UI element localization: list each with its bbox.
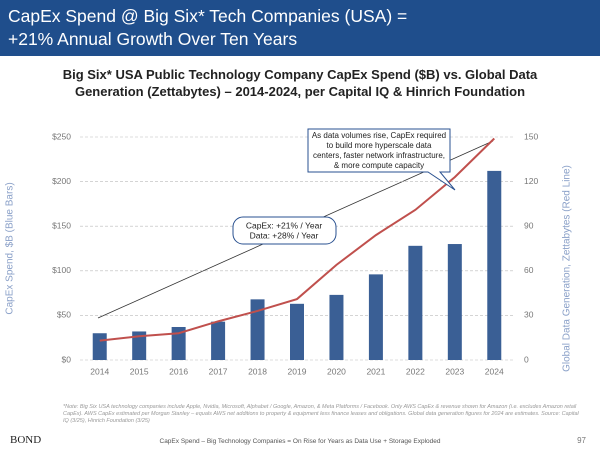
bar	[250, 299, 265, 360]
bar	[132, 331, 147, 360]
y2-tick-label: 150	[524, 131, 538, 141]
y2-axis-label: Global Data Generation, Zettabytes (Red …	[562, 165, 573, 372]
x-tick-label: 2015	[130, 366, 149, 376]
x-tick-label: 2022	[406, 366, 425, 376]
x-tick-label: 2017	[209, 366, 228, 376]
bar	[290, 303, 304, 360]
data-line	[99, 137, 495, 342]
slide-title: +21% Annual Growth Over Ten Years	[8, 29, 298, 49]
callout-text: & more compute capacity	[334, 161, 424, 170]
header: CapEx Spend @ Big Six* Tech Companies (U…	[0, 0, 600, 56]
y2-tick-label: 120	[524, 176, 538, 186]
callout-text: to build more hyperscale data	[327, 141, 433, 150]
y2-tick-label: 0	[524, 354, 529, 364]
footnote: *Note: Big Six USA technology companies …	[63, 404, 579, 424]
chart-title: Big Six* USA Public Technology Company C…	[0, 66, 600, 100]
y-tick-label: $50	[57, 310, 71, 320]
x-tick-label: 2020	[327, 366, 346, 376]
bar	[368, 274, 383, 360]
y2-tick-label: 60	[524, 265, 534, 275]
x-tick-label: 2018	[248, 366, 267, 376]
y-tick-label: $200	[52, 176, 71, 186]
x-tick-label: 2023	[445, 366, 464, 376]
callout-text: CapEx: +21% / Year	[246, 220, 322, 230]
y-tick-label: $250	[52, 131, 71, 141]
x-tick-label: 2019	[288, 366, 307, 376]
x-tick-label: 2021	[366, 366, 385, 376]
chart-title-line: Big Six* USA Public Technology Company C…	[62, 67, 538, 82]
bar	[211, 321, 226, 360]
y-axis-label: CapEx Spend, $B (Blue Bars)	[5, 182, 16, 314]
chart-title-line: Generation (Zettabytes) – 2014-2024, per…	[74, 84, 526, 99]
callout-box	[232, 216, 337, 245]
y2-tick-label: 30	[524, 310, 534, 320]
bar	[171, 326, 186, 360]
bar	[92, 333, 107, 360]
callout-text: As data volumes rise, CapEx required	[312, 131, 446, 140]
y-tick-label: $150	[52, 220, 71, 230]
bar	[447, 244, 462, 360]
footer-text: CapEx Spend – Big Technology Companies =…	[159, 438, 441, 445]
bar	[408, 245, 423, 360]
callout-text: Data: +28% / Year	[250, 230, 319, 240]
y-tick-label: $100	[52, 265, 71, 275]
y2-tick-label: 90	[524, 220, 534, 230]
bar	[329, 294, 344, 360]
logo: BOND	[10, 434, 42, 446]
page-number: 97	[577, 436, 586, 445]
x-tick-label: 2014	[90, 366, 109, 376]
callout-text: centers, faster network infrastructure,	[313, 151, 445, 160]
callout-box	[307, 128, 456, 191]
y-tick-label: $0	[62, 354, 72, 364]
x-tick-label: 2016	[169, 366, 188, 376]
bar	[487, 170, 502, 360]
slide-title: CapEx Spend @ Big Six* Tech Companies (U…	[8, 6, 408, 26]
x-tick-label: 2024	[485, 366, 504, 376]
